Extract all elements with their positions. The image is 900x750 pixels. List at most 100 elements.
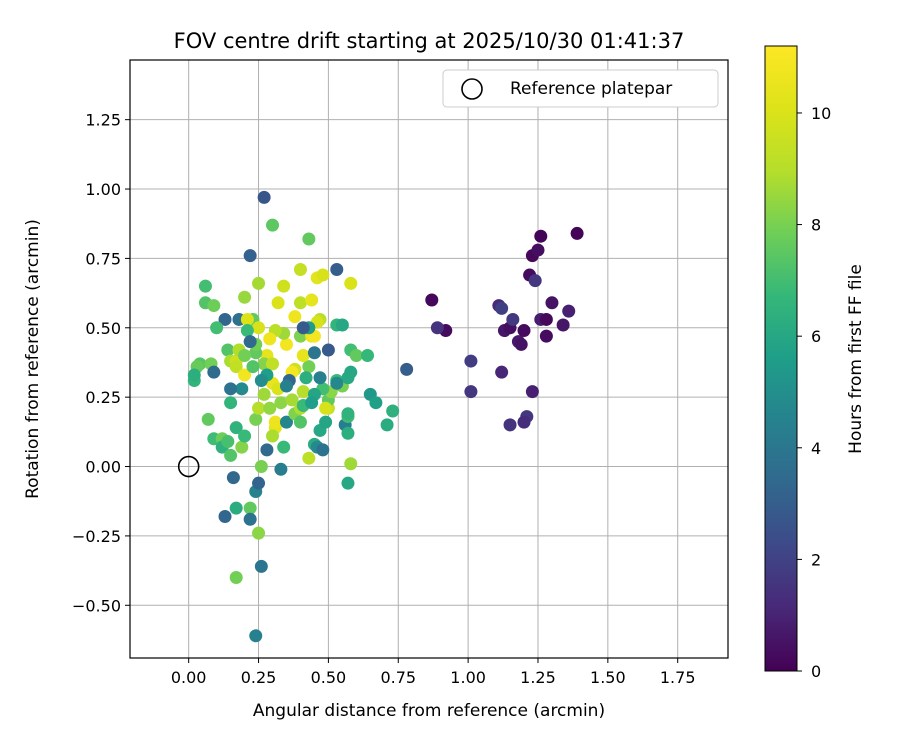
scatter-point [271, 296, 285, 310]
scatter-point [277, 440, 291, 454]
scatter-point [302, 232, 316, 246]
y-tick-label: 1.00 [85, 180, 121, 199]
scatter-point [330, 376, 344, 390]
scatter-point [218, 312, 232, 326]
scatter-point [252, 476, 266, 490]
scatter-point [344, 276, 358, 290]
scatter-point [277, 279, 291, 293]
scatter-point [495, 301, 509, 315]
x-tick-label: 1.50 [590, 668, 626, 687]
scatter-point [296, 349, 310, 363]
scatter-point [305, 396, 319, 410]
scatter-point [229, 571, 243, 585]
scatter-point [517, 415, 531, 429]
scatter-point [240, 312, 254, 326]
legend-reference-marker [461, 78, 483, 100]
scatter-point [235, 382, 249, 396]
x-tick-label: 0.00 [171, 668, 207, 687]
scatter-point [238, 290, 252, 304]
scatter-point [210, 321, 224, 335]
x-tick-label: 0.50 [311, 668, 347, 687]
scatter-point [238, 349, 252, 363]
scatter-point [187, 368, 201, 382]
scatter-point [319, 415, 333, 429]
x-axis-ticks: 0.00 0.25 0.50 0.75 1.00 1.25 1.50 1.75 [171, 658, 696, 687]
scatter-point [313, 371, 327, 385]
scatter-point [539, 312, 553, 326]
scatter-point [274, 462, 288, 476]
scatter-point [243, 512, 257, 526]
scatter-point [531, 243, 545, 257]
x-tick-label: 0.25 [241, 668, 277, 687]
scatter-point [221, 435, 235, 449]
scatter-point [341, 476, 355, 490]
scatter-point [293, 415, 307, 429]
scatter-point [344, 457, 358, 471]
scatter-point [266, 218, 280, 232]
y-tick-label: 0.75 [85, 249, 121, 268]
scatter-point [506, 312, 520, 326]
scatter-point [293, 263, 307, 277]
scatter-point [386, 404, 400, 418]
scatter-point [249, 629, 263, 643]
scatter-point [263, 332, 277, 346]
scatter-point [545, 296, 559, 310]
scatter-point [263, 401, 277, 415]
scatter-point [207, 365, 221, 379]
scatter-point [207, 299, 221, 313]
scatter-point [246, 360, 260, 374]
scatter-point [425, 293, 439, 307]
scatter-point [539, 329, 553, 343]
scatter-point [243, 335, 257, 349]
plot-frame [129, 59, 729, 659]
scatter-point [279, 379, 293, 393]
scatter-point [240, 324, 254, 338]
scatter-point [503, 418, 517, 432]
plot-area-background [130, 60, 728, 658]
scatter-point [274, 396, 288, 410]
scatter-point [201, 412, 215, 426]
legend: Reference platepar [442, 69, 719, 108]
colorbar-tick-label: 4 [811, 439, 821, 458]
scatter-point [316, 268, 330, 282]
scatter-point [224, 382, 238, 396]
scatter-point [252, 526, 266, 540]
colorbar-label: Hours from first FF file [846, 264, 866, 454]
scatter-point [307, 346, 321, 360]
scatter-point [495, 365, 509, 379]
scatter-point [218, 509, 232, 523]
chart-title: FOV centre drift starting at 2025/10/30 … [174, 29, 685, 53]
scatter-point [226, 471, 240, 485]
y-tick-label: 0.50 [85, 319, 121, 338]
scatter-point [293, 296, 307, 310]
scatter-point [285, 393, 299, 407]
scatter-point [266, 357, 280, 371]
grid-lines [130, 60, 728, 658]
scatter-point [254, 559, 268, 573]
x-axis-label: Angular distance from reference (arcmin) [253, 701, 605, 721]
scatter-point [369, 396, 383, 410]
scatter-point [254, 374, 268, 388]
scatter-point [562, 304, 576, 318]
scatter-point [296, 385, 310, 399]
scatter-point [296, 321, 310, 335]
scatter-point [319, 401, 333, 415]
scatter-point [525, 385, 539, 399]
colorbar-tick-label: 8 [811, 216, 821, 235]
scatter-point [556, 318, 570, 332]
scatter-point [279, 337, 293, 351]
scatter-point [302, 360, 316, 374]
scatter-point [341, 407, 355, 421]
scatter-point [198, 279, 212, 293]
scatter-point [229, 501, 243, 515]
scatter-point [238, 429, 252, 443]
scatter-point [305, 293, 319, 307]
y-tick-label: 0.25 [85, 388, 121, 407]
scatter-point [400, 362, 414, 376]
scatter-point [257, 190, 271, 204]
scatter-point [249, 412, 263, 426]
scatter-point [252, 401, 266, 415]
scatter-point [243, 501, 257, 515]
colorbar-ticks: 0 2 4 6 8 10 [797, 104, 831, 681]
